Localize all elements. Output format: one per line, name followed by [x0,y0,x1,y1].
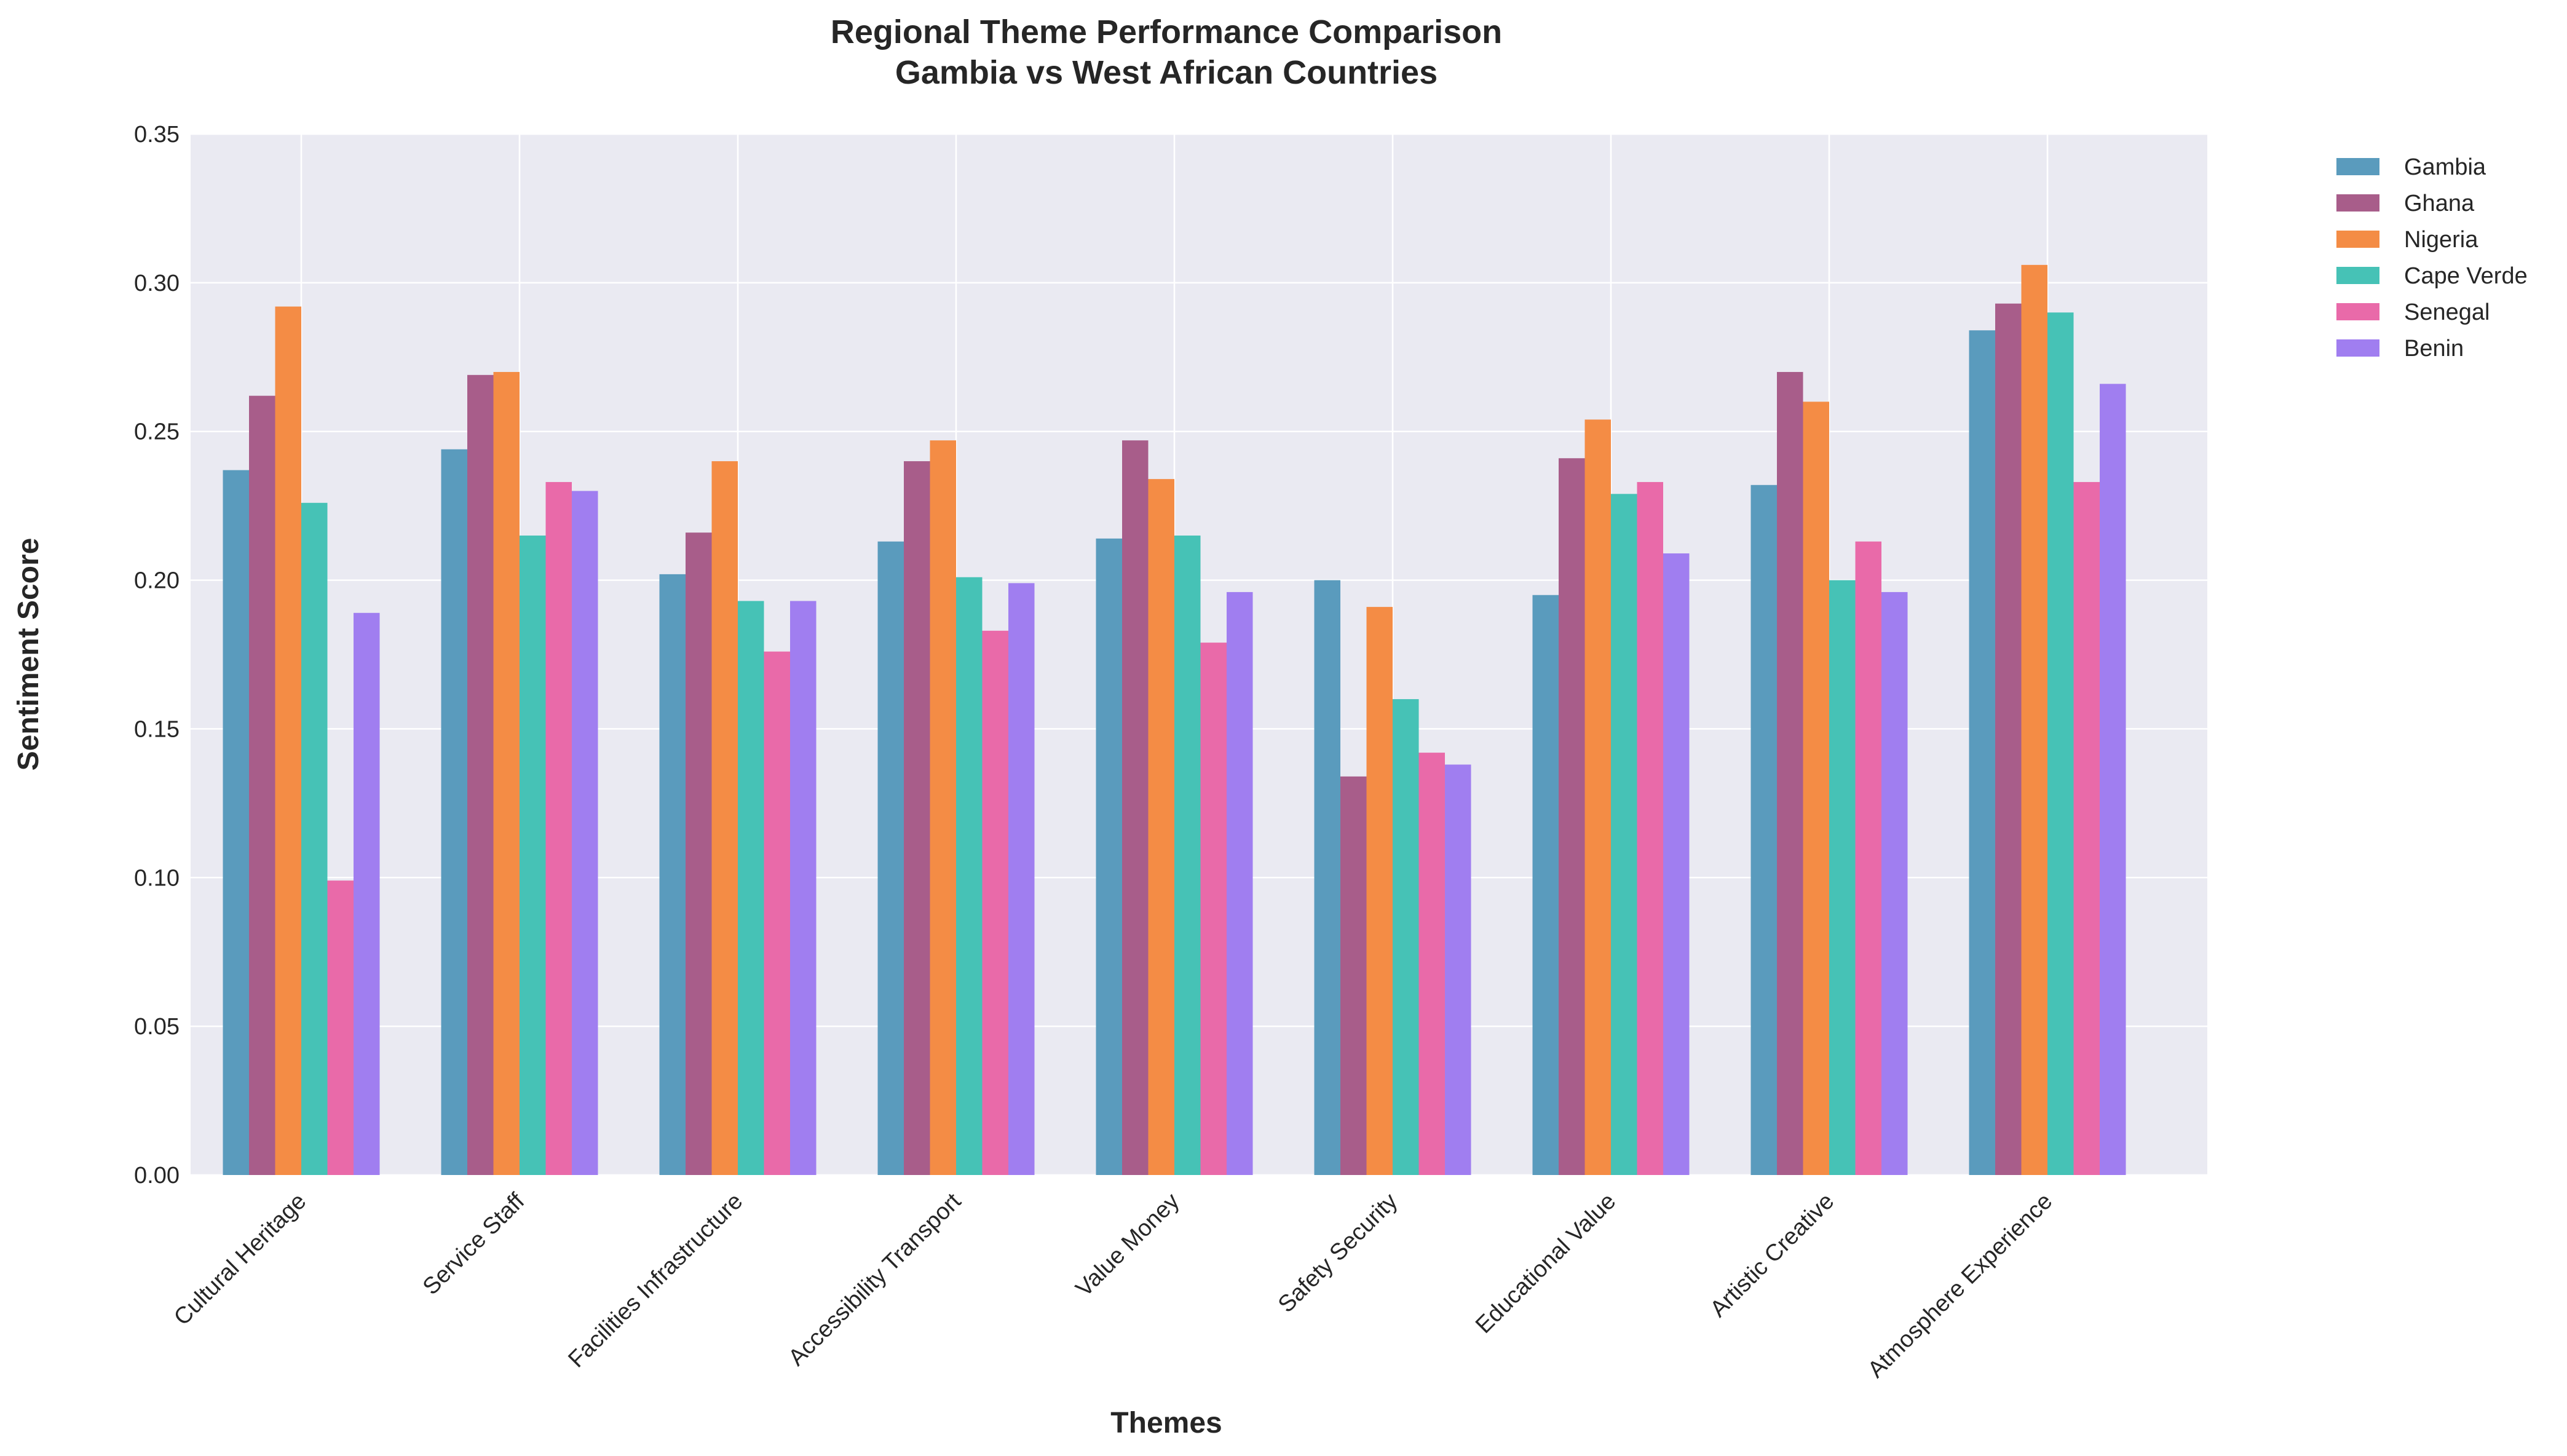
legend-label: Gambia [2404,154,2486,180]
bar-nigeria [2021,264,2047,1176]
y-tick-label: 0.20 [134,568,180,594]
x-tick-label: Educational Value [1471,1189,1621,1339]
legend-swatch [2336,231,2379,248]
bar-gambia [1314,580,1340,1175]
bar-benin [1881,592,1908,1175]
bar-senegal [1855,541,1881,1175]
bar-senegal [982,630,1008,1175]
bar-ghana [1995,303,2022,1175]
bar-ghana [249,395,275,1175]
legend-swatch [2336,303,2379,320]
chart-subtitle: Gambia vs West African Countries [895,54,1438,91]
bar-senegal [2073,481,2100,1175]
bar-cape-verde [956,577,983,1175]
x-tick-label: Cultural Heritage [169,1189,311,1331]
bar-benin [1227,592,1253,1175]
x-tick-label: Accessibility Transport [783,1188,966,1371]
bar-benin [572,491,598,1175]
legend-swatch [2336,158,2379,175]
bar-benin [354,612,380,1175]
bar-senegal [764,651,790,1175]
bar-nigeria [930,440,956,1175]
y-tick-label: 0.30 [134,271,180,296]
bar-gambia [1750,485,1777,1175]
bar-benin [1008,583,1035,1175]
bar-cape-verde [1393,699,1419,1175]
chart-title: Regional Theme Performance Comparison [831,14,1502,50]
x-tick-label: Atmosphere Experience [1863,1189,2057,1383]
legend-label: Nigeria [2404,227,2478,253]
legend-label: Ghana [2404,191,2475,216]
bar-benin [2100,384,2126,1175]
y-tick-label: 0.35 [134,122,180,148]
bar-benin [1663,553,1690,1175]
bar-cape-verde [2047,312,2074,1176]
x-tick-label: Artistic Creative [1706,1189,1840,1323]
y-tick-label: 0.00 [134,1163,180,1189]
bar-gambia [1096,538,1122,1175]
bar-nigeria [1584,419,1611,1175]
bar-gambia [659,574,686,1175]
bar-nigeria [493,371,520,1175]
y-tick-label: 0.25 [134,419,180,445]
bar-ghana [686,532,712,1175]
legend: Gambia Ghana Nigeria Cape Verde Senegal Benin [2336,154,2528,362]
bar-cape-verde [301,502,328,1176]
y-tick-label: 0.10 [134,865,180,891]
bar-senegal [545,481,572,1175]
legend-label: Benin [2404,336,2464,362]
legend-swatch [2336,267,2379,284]
bar-gambia [441,449,467,1176]
bar-nigeria [711,461,738,1175]
y-tick-label: 0.05 [134,1014,180,1040]
y-axis-label: Sentiment Score [12,538,45,771]
bar-ghana [1340,776,1367,1175]
bar-ghana [1559,458,1585,1176]
bar-senegal [1200,643,1227,1175]
legend-label: Cape Verde [2404,263,2528,289]
bar-gambia [1969,330,1995,1175]
bar-nigeria [1366,607,1393,1175]
legend-swatch [2336,194,2379,212]
x-tick-label: Safety Security [1273,1189,1402,1318]
bar-ghana [467,374,494,1175]
bar-gambia [223,470,249,1175]
bar-senegal [1418,753,1445,1175]
bar-ghana [904,461,930,1175]
bar-senegal [327,880,354,1175]
x-axis-label: Themes [1110,1407,1222,1439]
bar-cape-verde [1611,494,1637,1175]
bar-gambia [1532,595,1559,1175]
legend-label: Senegal [2404,299,2490,325]
x-tick-label: Service Staff [418,1188,530,1300]
y-axis-ticks: 0.00 0.05 0.10 0.15 0.20 0.25 0.30 0.35 [134,122,180,1189]
bars [223,264,2126,1176]
x-axis-ticks: Cultural Heritage Service Staff Facilities… [169,1188,2057,1383]
legend-swatch [2336,339,2379,357]
bar-nigeria [1148,479,1174,1175]
bar-cape-verde [1174,536,1201,1175]
x-tick-label: Facilities Infrastructure [563,1189,748,1373]
y-tick-label: 0.15 [134,716,180,742]
bar-benin [1445,764,1471,1175]
bar-benin [790,601,817,1175]
bar-ghana [1777,371,1803,1175]
bar-cape-verde [1829,580,1856,1175]
bar-cape-verde [738,601,764,1175]
bar-senegal [1637,481,1663,1175]
bar-gambia [877,541,904,1175]
x-tick-label: Value Money [1071,1189,1185,1302]
bar-cape-verde [520,536,546,1175]
bar-nigeria [1803,402,1829,1176]
bar-nigeria [275,306,301,1175]
bar-ghana [1122,440,1149,1175]
